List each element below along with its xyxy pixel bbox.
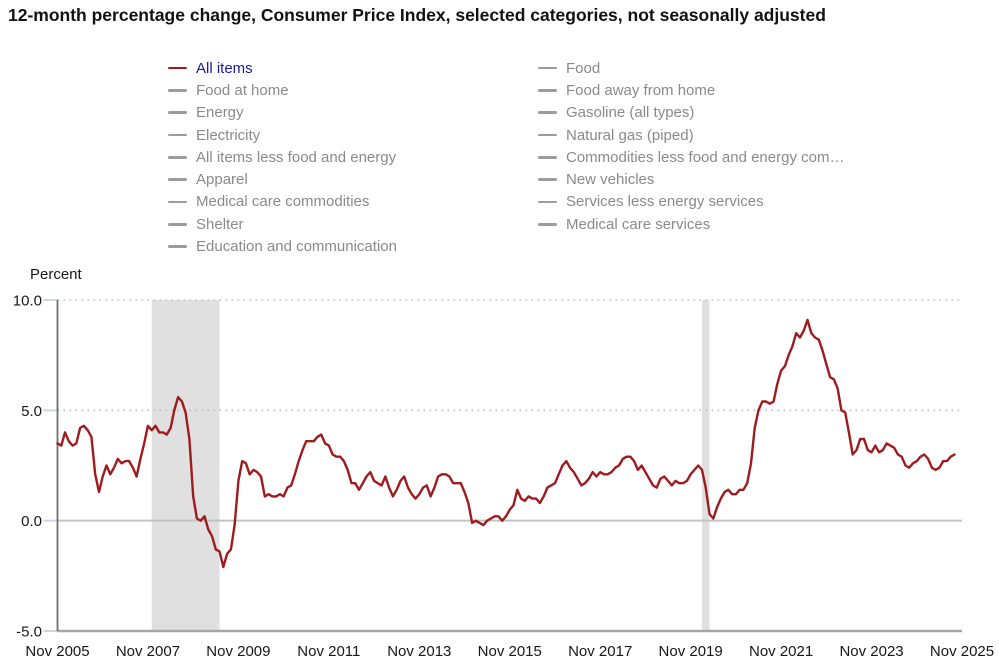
legend-item-label: Food [566,59,601,77]
legend-column-1: All items Food at home Energy Electricity Al… [168,57,397,258]
legend-item-label: Education and communication [196,238,397,256]
legend-item-label: All items less food and energy [196,148,397,166]
legend-line-swatch-icon [168,245,187,248]
legend-line-swatch-icon [168,178,187,181]
legend-item-label: Food at home [196,81,289,99]
legend-line-swatch-icon [538,178,557,181]
legend-line-swatch-icon [538,222,557,226]
y-axis-tick-label: 5.0 [21,403,42,420]
legend-item-label: Services less energy services [566,193,764,211]
legend-item-label: Medical care services [566,215,711,233]
y-axis-tick-label: -5.0 [16,624,42,641]
legend-item-energy[interactable]: Energy [168,102,397,124]
legend-item-medical-care-commodities[interactable]: Medical care commodities [168,191,397,213]
legend-item-natural-gas-piped[interactable]: Natural gas (piped) [538,124,844,146]
legend-line-swatch-icon [168,111,187,115]
legend-item-education-and-communication[interactable]: Education and communication [168,235,397,257]
legend-item-label: Gasoline (all types) [566,104,695,122]
legend-item-label: Energy [196,104,244,122]
legend-line-swatch-icon [168,89,187,92]
legend-line-swatch-icon [538,156,557,159]
legend-item-label: Apparel [196,171,248,189]
legend-item-food-away-from-home[interactable]: Food away from home [538,79,844,101]
legend-item-label: Shelter [196,215,244,233]
y-axis-tick-label: 0.0 [21,513,42,530]
legend-line-swatch-icon [538,200,557,204]
legend-item-food[interactable]: Food [538,57,844,79]
legend-item-label: Electricity [196,126,261,144]
x-axis-tick-label: Nov 2021 [749,643,813,660]
legend-item-services-less-energy-services[interactable]: Services less energy services [538,191,844,213]
legend-item-label: Natural gas (piped) [566,126,694,144]
x-axis-tick-label: Nov 2011 [297,643,360,660]
legend-line-swatch-icon [538,89,557,92]
legend-item-shelter[interactable]: Shelter [168,213,397,235]
series-line-all-items[interactable] [56,318,956,569]
x-axis-tick-label: Nov 2009 [206,643,270,660]
y-axis-title: Percent [30,266,83,283]
x-axis-tick-label: Nov 2007 [116,643,180,660]
legend-item-electricity[interactable]: Electricity [168,124,397,146]
legend-line-swatch-icon [538,133,557,137]
x-axis-tick-label: Nov 2013 [387,643,451,660]
x-axis-tick-label: Nov 2015 [478,643,542,660]
chart-title: 12-month percentage change, Consumer Pri… [8,5,826,25]
legend-item-label: All items [196,59,253,77]
legend-line-swatch-icon [538,111,557,115]
recession-band [701,300,710,631]
legend-line-swatch-icon [168,133,187,137]
x-axis-tick-label: Nov 2017 [568,643,632,660]
legend-line-swatch-icon [168,200,187,204]
legend-item-medical-care-services[interactable]: Medical care services [538,213,844,235]
legend-item-gasoline-all-types[interactable]: Gasoline (all types) [538,102,844,124]
legend-item-all-items-less-food-and-energy[interactable]: All items less food and energy [168,146,397,168]
legend-item-apparel[interactable]: Apparel [168,168,397,190]
legend-line-swatch-icon [168,66,187,70]
legend-item-label: Food away from home [566,81,716,99]
legend-item-food-at-home[interactable]: Food at home [168,79,397,101]
legend-item-new-vehicles[interactable]: New vehicles [538,168,844,190]
legend-item-all-items[interactable]: All items [168,57,397,79]
y-axis-tick-label: 10.0 [13,293,42,310]
legend-column-2: Food Food away from home Gasoline (all typ… [538,57,844,235]
legend-item-label: Commodities less food and energy com… [566,148,845,166]
legend-item-commodities-less-food-and-energy-com[interactable]: Commodities less food and energy com… [538,146,844,168]
legend-item-label: New vehicles [566,171,655,189]
legend-line-swatch-icon [538,66,557,70]
x-axis-tick-label: Nov 2025 [930,643,994,660]
legend-line-swatch-icon [168,222,187,226]
legend-item-label: Medical care commodities [196,193,370,211]
legend-line-swatch-icon [168,156,187,159]
recession-band [151,300,220,631]
x-axis-tick-label: Nov 2019 [659,643,723,660]
x-axis-tick-label: Nov 2005 [25,643,89,660]
x-axis-tick-label: Nov 2023 [839,643,903,660]
